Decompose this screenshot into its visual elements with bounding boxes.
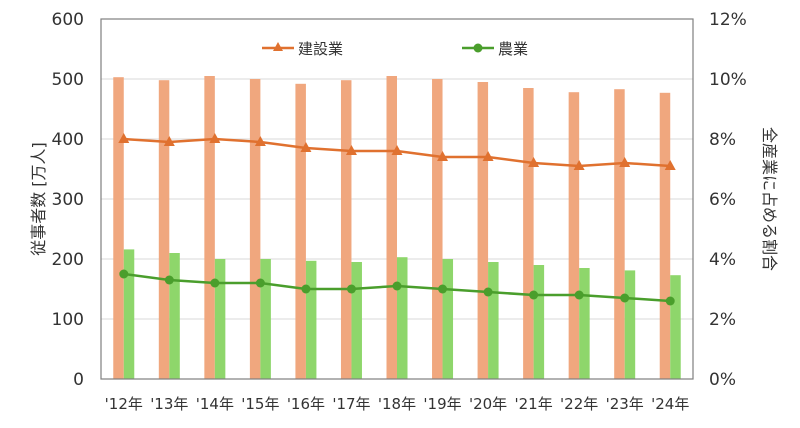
triangle-marker [482,151,494,161]
bar [158,80,170,379]
right-axis-label: 全産業に占める割合 [760,127,779,271]
circle-marker [164,275,174,285]
x-tick-label: '22年 [560,395,598,413]
legend-label: 建設業 [298,40,343,58]
x-tick-label: '23年 [606,395,644,413]
bar [351,262,362,379]
triangle-marker [391,145,403,155]
left-axis-ticks: 0 100 200 300 400 500 600 [52,10,84,390]
circle-marker [438,284,448,294]
right-tick-label: 2% [709,310,736,330]
x-tick-label: '21年 [515,395,553,413]
bar [533,265,545,379]
bar [295,83,306,380]
bar [386,76,397,379]
x-axis-ticks: '12年 '13年 '14年 '15年 '16年 '17年 '18年 '19年 '20年 '21年… [105,395,690,413]
legend: 建設業 農業 [262,40,528,58]
bar [477,82,489,379]
x-tick-label: '15年 [241,395,279,413]
bar [624,270,636,379]
bar [169,253,180,379]
triangle-marker [619,157,631,167]
bar [568,92,580,379]
circle-marker [210,278,220,288]
x-tick-label: '13年 [150,395,188,413]
triangle-marker [254,136,266,146]
circle-marker [392,281,402,291]
right-tick-label: 8% [709,130,736,150]
bar [614,89,625,379]
left-axis-label: 従事者数 [万人] [29,142,48,256]
triangle-marker [437,151,449,161]
bar [579,268,590,379]
right-tick-label: 0% [709,370,736,390]
left-tick-label: 0 [73,370,84,390]
bar [204,76,215,379]
x-tick-label: '12年 [105,395,143,413]
triangle-marker [664,160,676,170]
triangle-marker [573,160,585,170]
bar [340,80,352,379]
x-tick-label: '20年 [469,395,507,413]
plot-area-border [100,18,694,380]
left-tick-label: 500 [52,70,84,90]
x-tick-label: '18年 [378,395,416,413]
left-tick-label: 300 [52,190,84,210]
legend-item-construction: 建設業 [262,40,343,58]
legend-item-agriculture: 農業 [462,40,528,58]
right-tick-label: 4% [709,250,736,270]
triangle-marker [528,157,540,167]
triangle-marker [163,136,175,146]
bar [432,79,443,379]
circle-marker [483,287,493,297]
right-tick-label: 12% [709,10,747,30]
bar [249,79,261,379]
circle-marker [119,269,129,279]
right-tick-label: 6% [709,190,736,210]
triangle-marker [209,133,221,143]
right-tick-label: 10% [709,70,747,90]
circle-marker [665,296,675,306]
left-tick-label: 200 [52,250,84,270]
circle-marker [301,284,311,294]
left-tick-label: 100 [52,310,84,330]
bar [113,77,124,379]
circle-marker [620,293,630,303]
legend-label: 農業 [498,40,528,58]
circle-marker [529,290,539,300]
left-tick-label: 400 [52,130,84,150]
left-tick-label: 600 [52,10,84,30]
triangle-marker [118,133,130,143]
x-tick-label: '19年 [423,395,461,413]
circle-marker [574,290,584,300]
bar [523,88,534,379]
x-tick-label: '24年 [651,395,689,413]
bar [442,259,454,379]
bar [214,259,226,379]
bar-series [113,76,681,380]
line-series [118,133,676,306]
bar [659,92,671,380]
bar [305,260,317,379]
triangle-marker [345,145,357,155]
x-tick-label: '14年 [196,395,234,413]
bar [123,249,135,379]
x-tick-label: '17年 [332,395,370,413]
circle-marker-icon [473,43,483,53]
bar [488,262,499,379]
bar [397,257,408,379]
bar [260,259,271,379]
right-axis-ticks: 0% 2% 4% 6% 8% 10% 12% [709,10,747,390]
x-tick-label: '16年 [287,395,325,413]
circle-marker [255,278,265,288]
bar [670,275,681,379]
triangle-marker [300,142,312,152]
circle-marker [346,284,356,294]
triangle-marker-icon [273,42,283,51]
